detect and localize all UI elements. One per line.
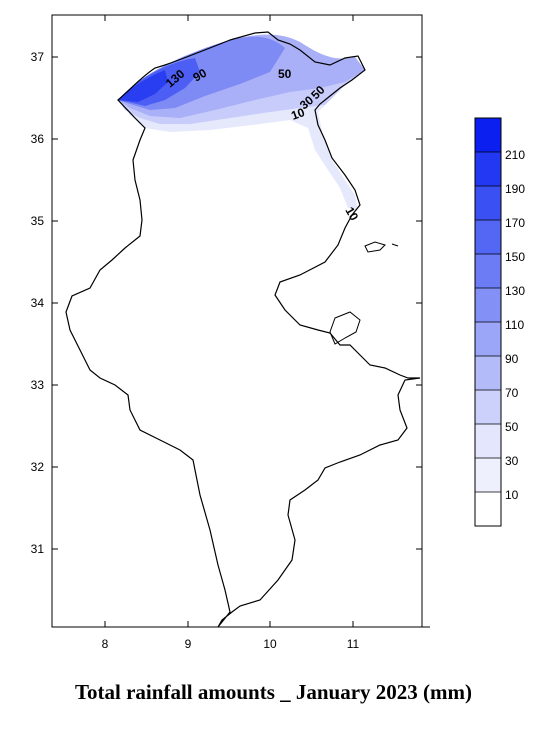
contour-label: 10 xyxy=(289,105,307,123)
legend-swatch xyxy=(475,220,501,254)
contour-label: 90 xyxy=(191,66,210,85)
legend-swatch xyxy=(475,118,501,152)
map-title: Total rainfall amounts _ January 2023 (m… xyxy=(74,680,473,704)
y-tick-label: 37 xyxy=(31,50,45,64)
legend-label: 90 xyxy=(505,352,519,366)
island-djerba xyxy=(329,311,361,345)
legend-colorbar: 210 190 170 150 130 110 90 70 50 30 10 xyxy=(474,117,525,527)
rainfall-shading xyxy=(118,34,365,210)
legend-swatch xyxy=(475,152,501,186)
legend-swatch xyxy=(475,288,501,322)
x-axis: 8 9 10 11 xyxy=(102,15,360,651)
y-tick-label: 32 xyxy=(31,460,45,474)
x-tick-label: 8 xyxy=(102,637,109,651)
legend-label: 170 xyxy=(505,216,525,230)
legend-swatch xyxy=(475,458,501,492)
legend-label: 110 xyxy=(505,318,524,332)
legend-swatch xyxy=(475,356,501,390)
legend-swatch xyxy=(475,254,501,288)
legend-swatch xyxy=(475,186,501,220)
legend-label: 130 xyxy=(505,284,525,298)
legend-swatch xyxy=(475,390,501,424)
y-tick-label: 35 xyxy=(31,214,45,228)
y-tick-label: 31 xyxy=(31,542,45,556)
legend-label: 10 xyxy=(505,488,519,502)
island-kerkennah xyxy=(364,241,399,253)
legend-label: 210 xyxy=(505,148,525,162)
contour-label: 10 xyxy=(342,205,361,224)
legend-label: 70 xyxy=(505,386,519,400)
legend-label: 150 xyxy=(505,250,525,264)
legend-label: 50 xyxy=(505,420,519,434)
x-tick-label: 9 xyxy=(185,637,192,651)
plot-frame xyxy=(51,14,423,628)
x-tick-label: 11 xyxy=(347,637,360,651)
y-axis: 37 36 35 34 33 32 31 xyxy=(31,50,430,628)
legend-swatch xyxy=(475,322,501,356)
country-outline xyxy=(65,31,421,628)
y-tick-label: 36 xyxy=(31,132,45,146)
y-tick-label: 34 xyxy=(31,296,45,310)
legend-swatch xyxy=(475,492,501,526)
x-tick-label: 10 xyxy=(263,637,277,651)
legend-label: 30 xyxy=(505,454,519,468)
legend-label: 190 xyxy=(505,182,525,196)
legend-swatch xyxy=(475,424,501,458)
y-tick-label: 33 xyxy=(31,378,45,392)
contour-label: 50 xyxy=(278,67,292,81)
rain-band-170 xyxy=(118,70,168,102)
